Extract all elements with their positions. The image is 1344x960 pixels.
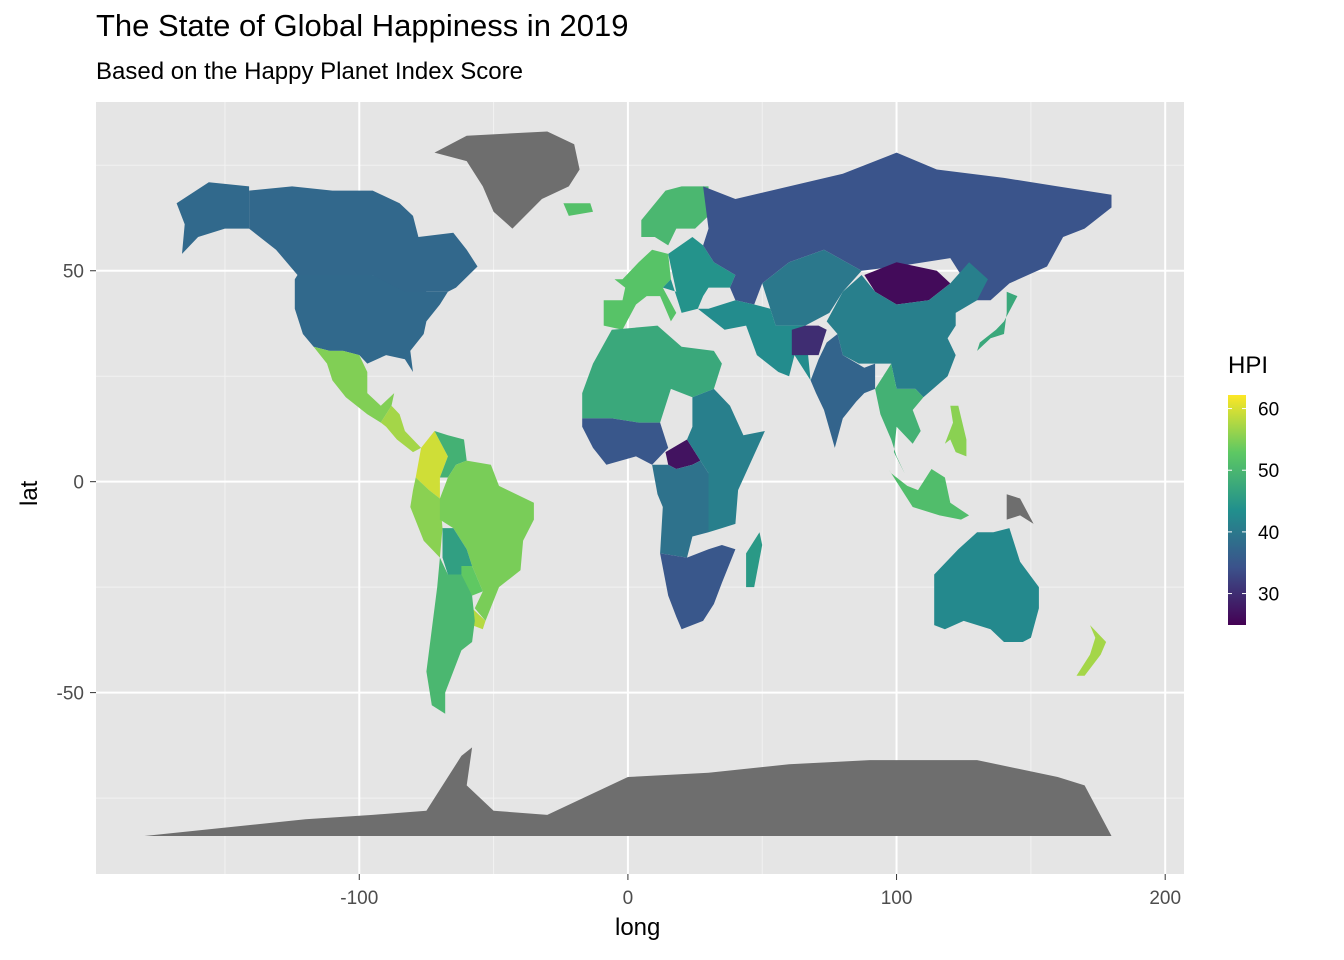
legend-colorbar bbox=[1228, 395, 1246, 625]
x-axis-title: long bbox=[615, 914, 661, 941]
region-india bbox=[810, 334, 876, 448]
region-mongolia bbox=[864, 262, 951, 305]
region-venezuela bbox=[434, 431, 467, 478]
region-middle-east bbox=[697, 300, 811, 381]
region-iceland bbox=[563, 203, 593, 216]
region-canada bbox=[249, 186, 478, 305]
x-tick-label: 100 bbox=[881, 888, 913, 909]
region-uruguay bbox=[472, 608, 486, 630]
legend-tick-label: 30 bbox=[1258, 585, 1279, 606]
region-scandinavia bbox=[641, 186, 709, 246]
x-tick-label: -100 bbox=[340, 888, 378, 909]
y-tick-label: -50 bbox=[57, 684, 84, 705]
region-argentina-chile bbox=[426, 557, 475, 714]
region-southeast-asia bbox=[875, 363, 924, 474]
region-eastern-europe bbox=[662, 237, 736, 313]
region-greenland bbox=[434, 131, 580, 229]
region-east-africa bbox=[687, 388, 765, 533]
region-papua-new-guinea bbox=[1006, 494, 1034, 524]
legend-ticks: 30 40 50 60 bbox=[1228, 400, 1279, 606]
region-antarctica bbox=[144, 747, 1112, 836]
region-central-african-rep- bbox=[665, 439, 701, 469]
region-western-europe bbox=[603, 249, 677, 330]
region-southern-africa bbox=[660, 545, 736, 630]
x-tick-label: 0 bbox=[623, 888, 634, 909]
x-axis-ticks: -100 0 100 200 bbox=[340, 874, 1181, 909]
legend-title: HPI bbox=[1228, 352, 1269, 379]
region-australia bbox=[934, 528, 1039, 642]
region-brazil bbox=[439, 460, 534, 621]
region-west-africa bbox=[582, 418, 669, 465]
region-madagascar bbox=[746, 532, 763, 588]
region-japan bbox=[977, 291, 1018, 351]
country-regions bbox=[144, 131, 1112, 836]
region-new-zealand bbox=[1076, 625, 1107, 676]
y-axis-ticks: -50 0 50 bbox=[57, 262, 96, 705]
region-usa bbox=[294, 275, 448, 372]
region-philippines bbox=[944, 405, 967, 457]
y-tick-label: 0 bbox=[73, 473, 84, 494]
region-north-africa bbox=[582, 325, 722, 423]
region-china bbox=[826, 262, 988, 398]
chart-title: The State of Global Happiness in 2019 bbox=[96, 8, 629, 43]
region-indonesia bbox=[883, 460, 970, 520]
y-tick-label: 50 bbox=[63, 262, 84, 283]
x-tick-label: 200 bbox=[1149, 888, 1181, 909]
legend-tick-label: 40 bbox=[1258, 523, 1279, 544]
region-ecuador-peru bbox=[410, 477, 443, 558]
legend-tick-label: 60 bbox=[1258, 400, 1279, 421]
region-central-america bbox=[380, 405, 422, 453]
y-axis-title: lat bbox=[16, 480, 43, 506]
region-mexico bbox=[313, 346, 395, 423]
region-russia bbox=[703, 152, 1112, 305]
region-paraguay bbox=[461, 566, 483, 596]
region-afghanistan bbox=[791, 325, 827, 356]
region-central-africa bbox=[652, 460, 709, 558]
chart-subtitle: Based on the Happy Planet Index Score bbox=[96, 58, 523, 85]
legend-tick-label: 50 bbox=[1258, 461, 1279, 482]
hpi-legend: 30 40 50 60 bbox=[1228, 395, 1279, 625]
region-central-asia bbox=[762, 249, 862, 326]
region-bolivia bbox=[442, 528, 473, 575]
region-colombia bbox=[415, 431, 448, 499]
region-alaska-usa- bbox=[176, 182, 250, 254]
